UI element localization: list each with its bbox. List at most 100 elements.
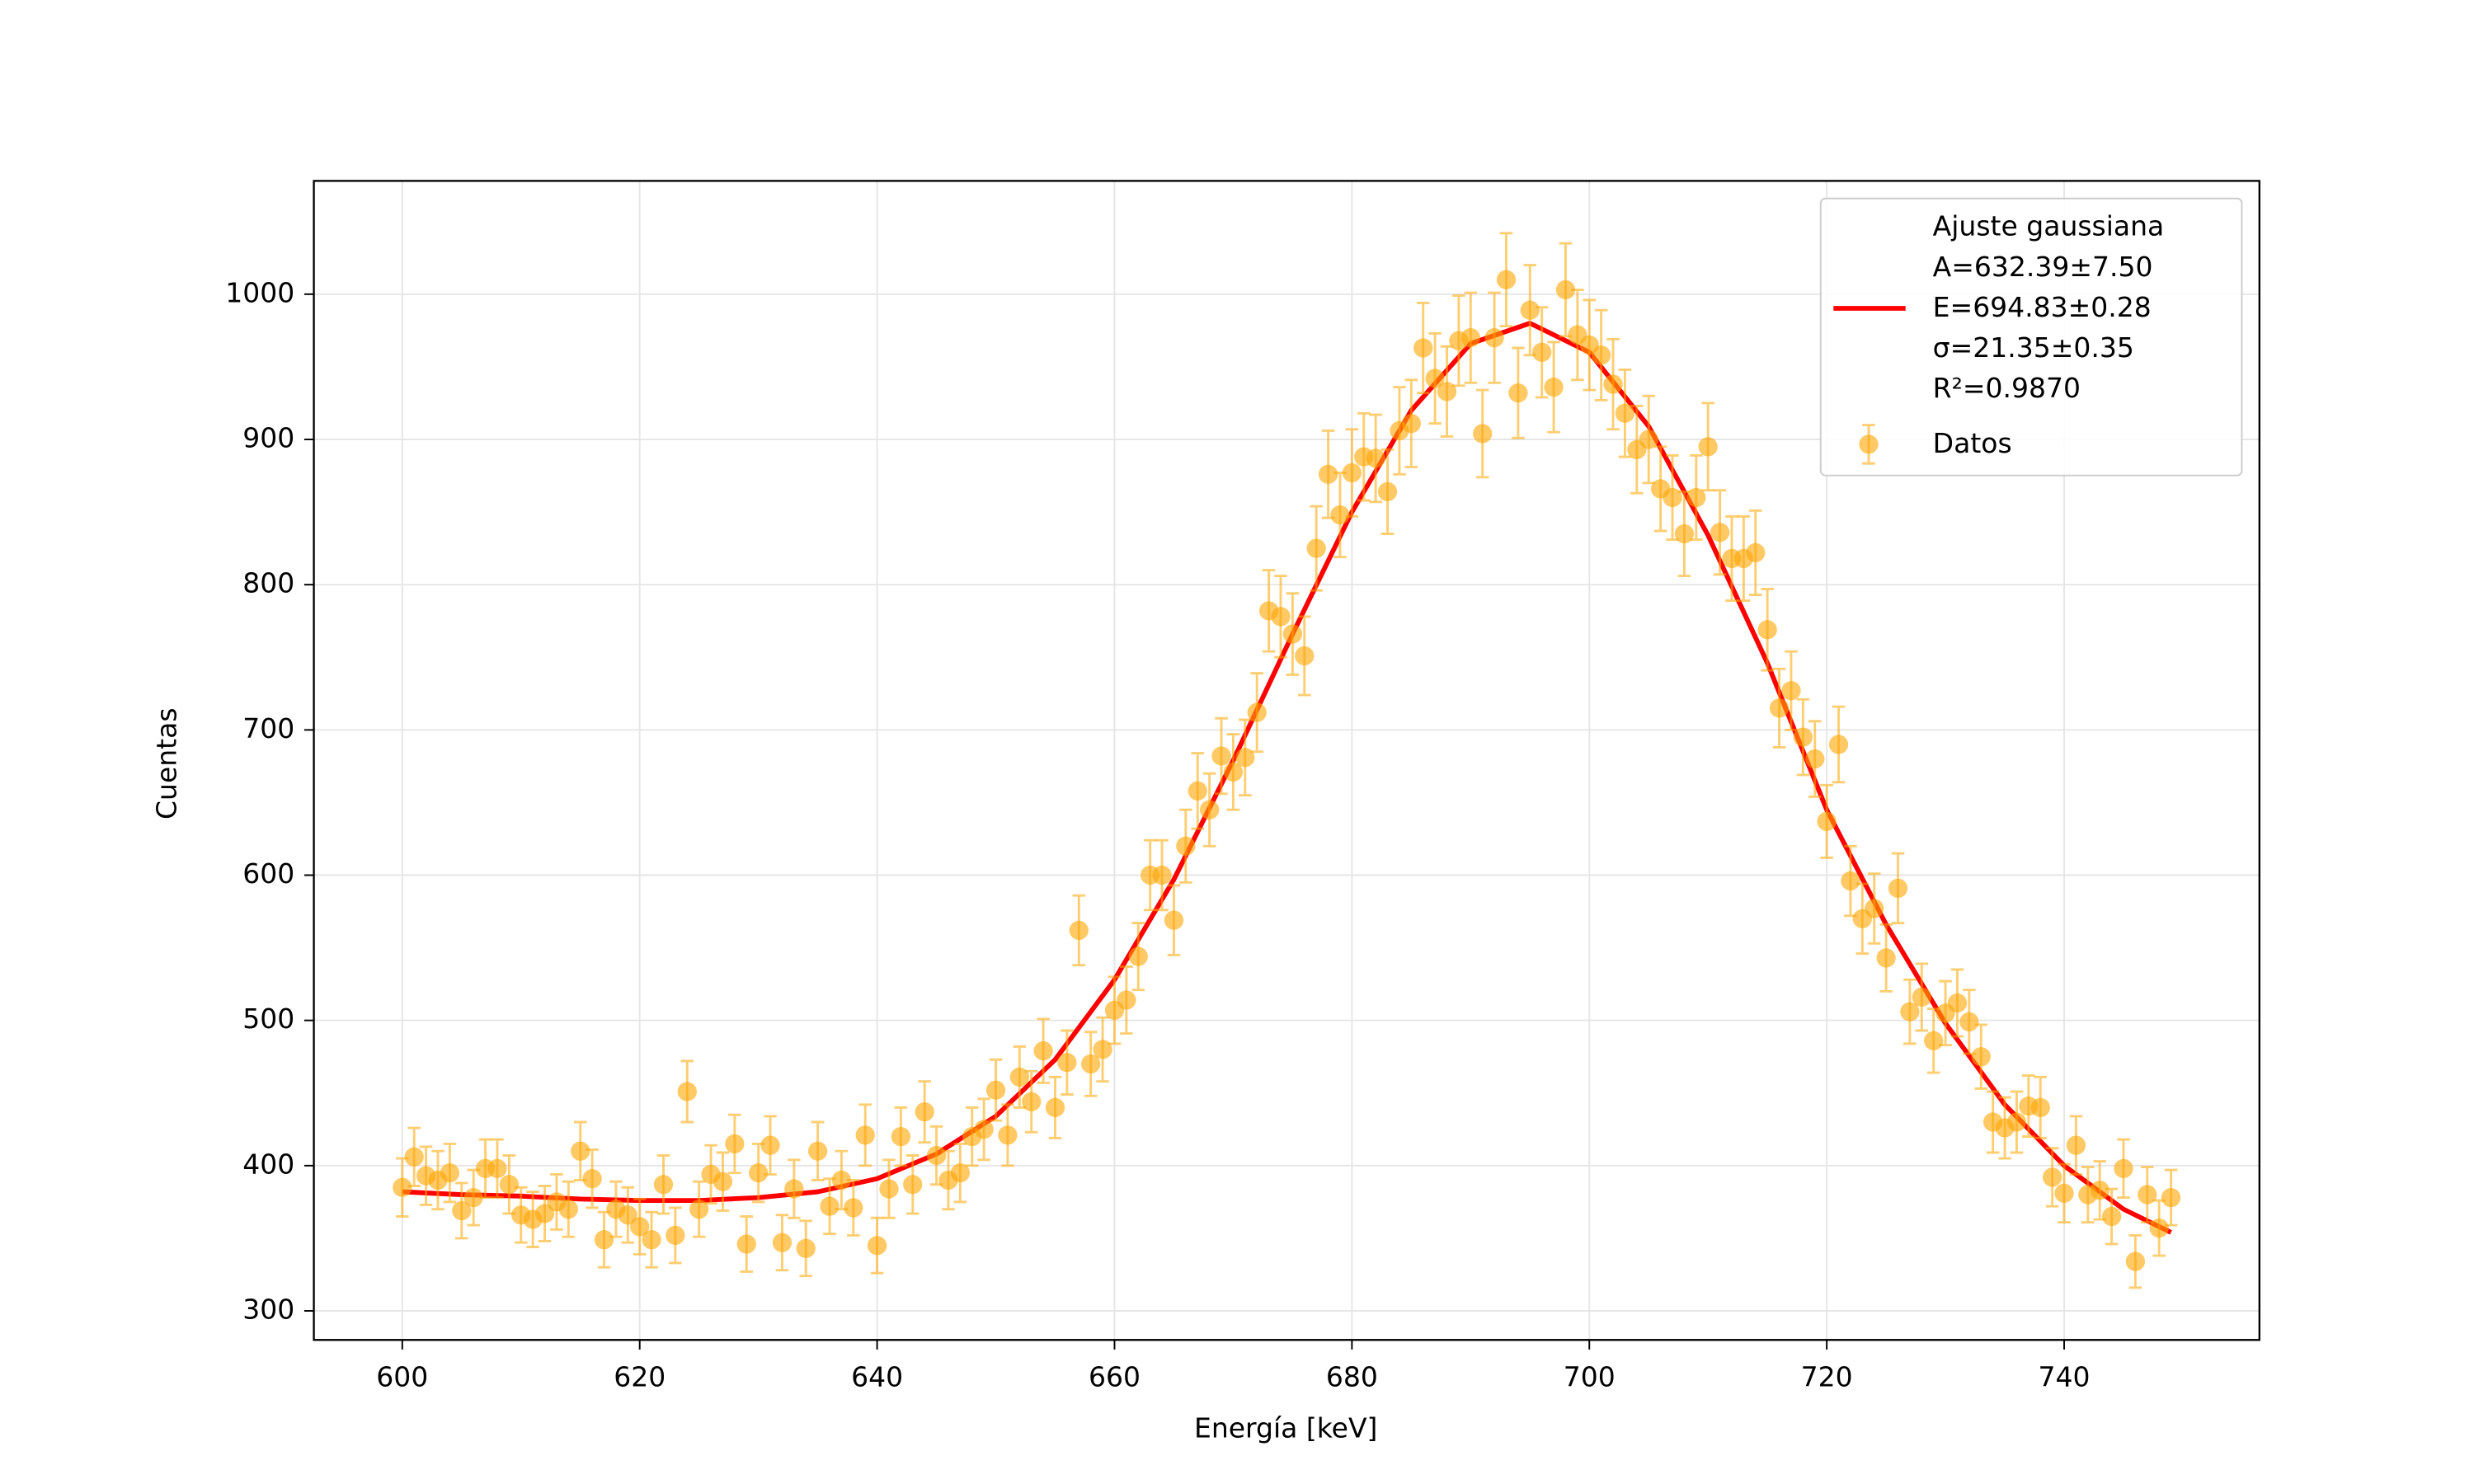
data-point [855, 1125, 875, 1145]
data-point [1401, 413, 1421, 434]
data-point [677, 1082, 697, 1101]
data-point [1022, 1092, 1042, 1111]
data-point [1330, 505, 1350, 525]
data-point [1817, 811, 1837, 831]
y-tick-label: 600 [242, 857, 294, 890]
data-point [1698, 437, 1718, 457]
data-point [820, 1196, 840, 1216]
data-point [2114, 1158, 2133, 1179]
legend: Ajuste gaussiana A=632.39±7.50 E=694.83±0.… [1819, 197, 2243, 477]
data-point [1425, 369, 1445, 388]
data-point [1128, 946, 1148, 966]
data-point [879, 1179, 899, 1199]
data-point [440, 1162, 460, 1183]
data-point [1473, 424, 1493, 444]
data-point [2101, 1206, 2122, 1227]
data-point [1555, 279, 1576, 300]
data-point [2030, 1097, 2050, 1118]
data-point [1176, 836, 1196, 856]
data-point [1081, 1054, 1101, 1074]
data-point [571, 1141, 590, 1161]
data-point [1057, 1053, 1077, 1073]
data-point [1805, 749, 1825, 769]
data-point [666, 1225, 685, 1246]
data-point [1045, 1097, 1065, 1118]
data-point [404, 1147, 424, 1167]
data-point [1211, 746, 1231, 766]
legend-label: Ajuste gaussiana A=632.39±7.50 E=694.83±0.… [1933, 209, 2165, 404]
data-point [1484, 328, 1504, 348]
data-point [1757, 620, 1777, 640]
data-point [2006, 1112, 2027, 1132]
data-point [1460, 328, 1480, 348]
data-point [1152, 865, 1172, 885]
data-point [1912, 987, 1931, 1007]
data-point [1377, 481, 1398, 502]
data-point [1306, 538, 1326, 558]
data-point [998, 1125, 1018, 1145]
data-point [1188, 781, 1207, 801]
data-point [1769, 698, 1790, 718]
data-point [2161, 1187, 2181, 1208]
data-point [594, 1230, 614, 1250]
data-point [772, 1233, 793, 1252]
data-point [642, 1230, 661, 1250]
data-point [1295, 646, 1315, 666]
data-point [463, 1187, 483, 1208]
data-point [1271, 607, 1291, 627]
data-point [1793, 727, 1813, 747]
data-point [891, 1126, 911, 1147]
x-axis-label: Energía [keV] [1194, 1411, 1377, 1444]
data-point [1117, 990, 1136, 1010]
data-point [1865, 899, 1884, 918]
data-point [2138, 1185, 2157, 1205]
data-point [1544, 377, 1564, 397]
data-point [1971, 1047, 1991, 1067]
data-point [903, 1175, 923, 1195]
data-point [618, 1205, 637, 1225]
data-point [452, 1200, 472, 1221]
y-tick-label: 1000 [225, 276, 294, 308]
data-point [487, 1158, 507, 1179]
legend-box [1819, 197, 2243, 477]
data-point [2042, 1167, 2062, 1187]
data-point [2125, 1252, 2146, 1271]
data-point [582, 1169, 602, 1189]
data-point [1710, 523, 1730, 542]
axes-frame [313, 180, 2260, 1341]
data-point [713, 1172, 733, 1191]
x-tick-label: 660 [1089, 1360, 1141, 1392]
y-tick-label: 800 [242, 567, 294, 599]
legend-label: Datos [1933, 426, 2012, 458]
data-point [2149, 1218, 2169, 1238]
y-tick-label: 700 [242, 712, 294, 744]
data-point [534, 1204, 555, 1223]
data-point [1366, 448, 1385, 468]
data-point [1876, 948, 1896, 968]
data-point [736, 1234, 756, 1254]
data-point [760, 1135, 780, 1155]
data-point [1235, 748, 1255, 768]
data-point [558, 1200, 578, 1219]
data-point [1900, 1002, 1920, 1021]
data-point [985, 1080, 1006, 1100]
x-tick-label: 640 [851, 1360, 903, 1392]
data-point [796, 1238, 816, 1258]
x-tick-label: 620 [614, 1360, 666, 1392]
data-point [831, 1170, 852, 1190]
data-point [1532, 342, 1552, 362]
data-point [1282, 624, 1303, 644]
data-point [1342, 463, 1362, 483]
data-point [1437, 382, 1457, 402]
x-tick-label: 740 [2039, 1360, 2091, 1392]
data-point [1603, 374, 1623, 394]
ticks: 600 620 640 660 680 700 720 740 300 400 500 600 700 8… [225, 276, 2090, 1392]
data-point [1686, 487, 1706, 508]
data-point [630, 1217, 650, 1237]
data-point [2090, 1181, 2109, 1200]
y-tick-label: 400 [242, 1148, 294, 1180]
data-point [1318, 464, 1338, 484]
data-point [1508, 383, 1528, 403]
